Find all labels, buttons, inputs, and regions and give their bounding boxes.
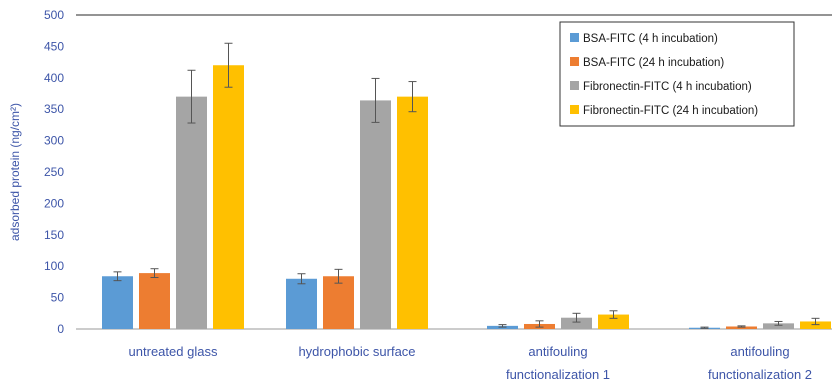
y-tick-label: 350 <box>44 102 64 116</box>
x-axis-labels: untreated glass hydrophobic surface antifo… <box>129 344 812 382</box>
y-tick-label: 400 <box>44 71 64 85</box>
bar <box>139 273 170 329</box>
y-axis-label: adsorbed protein (ng/cm²) <box>8 103 22 241</box>
y-tick-label: 300 <box>44 134 64 148</box>
x-tick-label: functionalization 1 <box>506 367 610 382</box>
legend-entry: BSA-FITC (4 h incubation) <box>583 33 718 45</box>
y-axis-ticks: 0 50 100 150 200 250 300 350 400 450 500 <box>44 8 64 336</box>
x-tick-label: functionalization 2 <box>708 367 812 382</box>
y-tick-label: 0 <box>57 322 64 336</box>
legend: BSA-FITC (4 h incubation) BSA-FITC (24 h … <box>559 21 795 127</box>
y-tick-label: 100 <box>44 259 64 273</box>
y-tick-label: 500 <box>44 8 64 22</box>
bar <box>397 96 428 329</box>
y-tick-label: 50 <box>51 291 65 305</box>
x-tick-label: untreated glass <box>129 344 218 359</box>
bar <box>561 317 592 329</box>
x-tick-label: antifouling <box>528 344 587 359</box>
bars <box>102 42 831 330</box>
legend-swatch <box>570 105 579 114</box>
bar <box>800 321 831 329</box>
legend-entry: Fibronectin-FITC (4 h incubation) <box>583 81 752 93</box>
legend-swatch <box>570 33 579 42</box>
legend-swatch <box>570 57 579 66</box>
legend-entry: Fibronectin-FITC (24 h incubation) <box>583 105 758 117</box>
bar <box>323 276 354 329</box>
x-tick-label: hydrophobic surface <box>298 344 415 359</box>
bar <box>176 96 207 329</box>
bar <box>102 276 133 329</box>
y-tick-label: 150 <box>44 228 64 242</box>
legend-box <box>559 21 795 127</box>
y-tick-label: 450 <box>44 39 64 53</box>
bar <box>286 278 317 329</box>
bar <box>598 314 629 329</box>
legend-entry: BSA-FITC (24 h incubation) <box>583 57 724 69</box>
bar <box>360 100 391 330</box>
bar <box>726 326 757 329</box>
bar <box>763 323 794 329</box>
bar <box>213 65 244 330</box>
legend-swatch <box>570 81 579 90</box>
y-tick-label: 200 <box>44 196 64 210</box>
y-tick-label: 250 <box>44 165 64 179</box>
x-tick-label: antifouling <box>730 344 789 359</box>
